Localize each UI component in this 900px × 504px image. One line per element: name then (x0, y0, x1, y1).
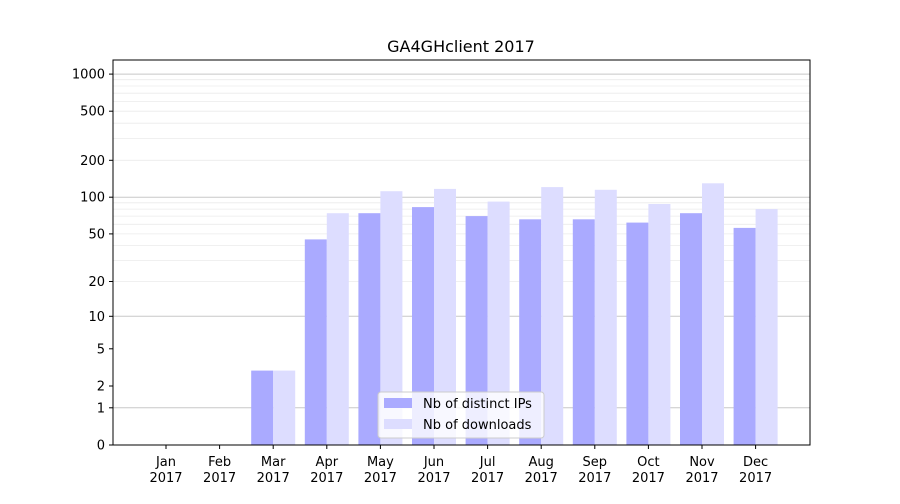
bar-downloads (380, 191, 403, 445)
y-tick-label: 50 (88, 227, 105, 242)
y-tick-label: 10 (88, 310, 105, 325)
legend-label: Nb of downloads (423, 418, 532, 433)
y-tick-label: 20 (88, 275, 105, 290)
bar-distinct-ips (572, 219, 595, 445)
bar-downloads (487, 201, 510, 445)
bar-distinct-ips (304, 239, 327, 445)
legend-swatch (384, 419, 412, 429)
y-tick-label: 1000 (72, 68, 105, 83)
bar-downloads (702, 183, 724, 446)
x-tick-label: Dec 2017 (739, 455, 772, 486)
x-tick-label: Jul 2017 (471, 455, 504, 486)
bar-distinct-ips (465, 216, 488, 445)
bar-downloads (541, 187, 564, 445)
x-tick-label: Apr 2017 (310, 455, 343, 486)
plot-frame (112, 59, 811, 446)
x-tick-label: Sep 2017 (578, 455, 611, 486)
x-tick-label: May 2017 (364, 455, 397, 486)
bar-downloads (434, 188, 456, 445)
y-tick-label: 1 (97, 401, 105, 416)
legend: Nb of distinct IPs Nb of downloads (377, 391, 545, 439)
x-tick-label: Aug 2017 (525, 455, 558, 486)
bar-distinct-ips (519, 219, 542, 445)
bar-downloads (648, 204, 671, 445)
x-tick-label: Nov 2017 (685, 455, 718, 486)
bar-downloads (273, 370, 296, 445)
y-tick-label: 100 (80, 191, 105, 206)
y-tick-label: 200 (80, 154, 105, 169)
x-tick-label: Jan 2017 (149, 455, 182, 486)
bar-distinct-ips (733, 227, 756, 445)
x-tick-label: Jun 2017 (417, 455, 450, 486)
y-tick-label: 0 (97, 439, 105, 454)
bar-distinct-ips (251, 370, 274, 445)
legend-label: Nb of distinct IPs (423, 397, 532, 412)
bar-distinct-ips (680, 213, 702, 445)
bar-distinct-ips (626, 222, 649, 445)
chart-title: GA4GHclient 2017 (387, 37, 535, 56)
y-tick-label: 500 (80, 105, 105, 120)
bar-downloads (755, 209, 778, 445)
bar-downloads (326, 213, 349, 445)
y-tick-label: 5 (97, 342, 105, 357)
x-tick-label: Mar 2017 (257, 455, 290, 486)
bar-distinct-ips (358, 213, 381, 445)
x-tick-label: Feb 2017 (203, 455, 236, 486)
y-tick-label: 2 (97, 380, 105, 395)
bar-distinct-ips (412, 207, 434, 445)
legend-swatch (384, 398, 412, 408)
x-tick-label: Oct 2017 (632, 455, 665, 486)
legend-box (377, 391, 545, 439)
bar-downloads (594, 189, 617, 445)
